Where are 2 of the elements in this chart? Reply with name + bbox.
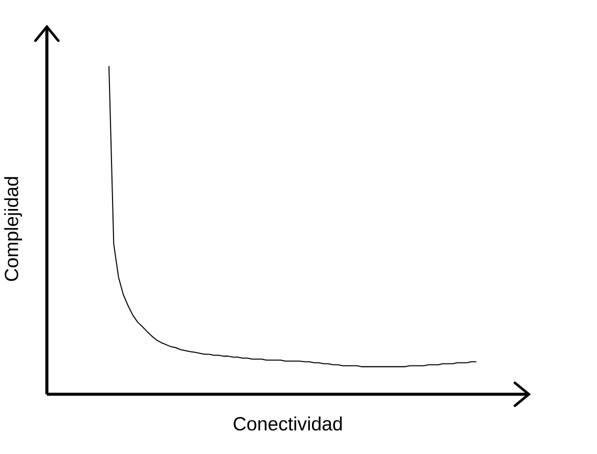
y-axis-title: Complejidad <box>4 177 22 281</box>
x-axis-title: Conectividad <box>234 416 342 431</box>
